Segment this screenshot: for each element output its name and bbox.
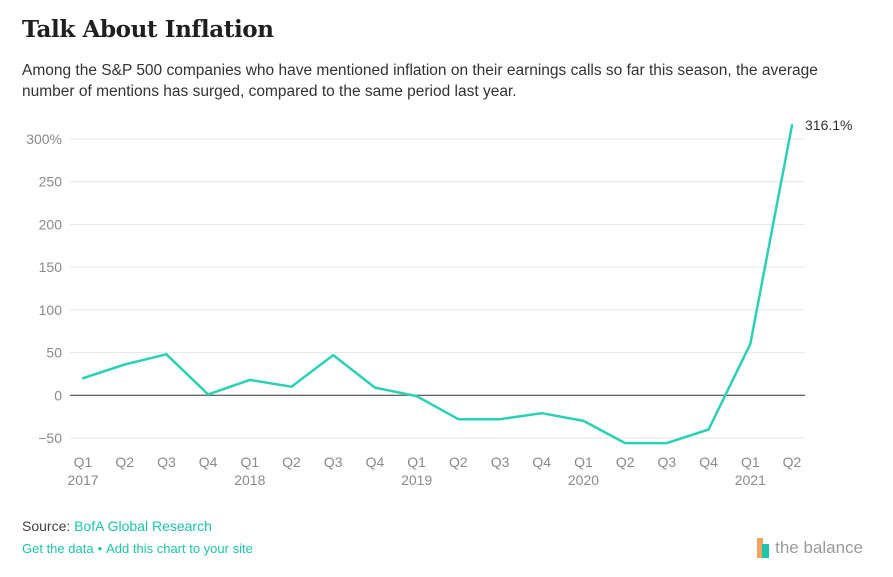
x-year-label: 2018 [234, 472, 265, 488]
brand-mark-icon [757, 538, 770, 558]
source-link[interactable]: BofA Global Research [74, 518, 212, 534]
get-data-link[interactable]: Get the data [22, 541, 94, 556]
y-tick-label: 0 [54, 387, 62, 403]
x-year-label: 2021 [735, 472, 766, 488]
x-tick-label: Q1 [741, 454, 760, 470]
y-tick-label: 200 [39, 216, 63, 232]
link-separator: • [97, 541, 103, 556]
y-tick-label: 250 [39, 174, 63, 190]
x-tick-label: Q2 [115, 454, 134, 470]
brand-name: the balance [775, 538, 863, 557]
x-tick-label: Q2 [616, 454, 635, 470]
x-tick-label: Q4 [366, 454, 385, 470]
x-tick-label: Q1 [574, 454, 593, 470]
line-chart: 300% 250 200 150 100 50 0 −50 Q1 Q2 Q3 Q4 Q1 Q2 Q3 Q4 Q1… [26, 117, 852, 488]
x-tick-label: Q4 [699, 454, 718, 470]
x-year-label: 2017 [67, 472, 98, 488]
x-tick-label: Q1 [407, 454, 426, 470]
x-tick-label: Q1 [240, 454, 259, 470]
x-tick-label: Q3 [491, 454, 510, 470]
x-year-label: 2020 [568, 472, 599, 488]
brand-logo: the balance [757, 538, 863, 558]
data-label-last: 316.1% [805, 117, 852, 133]
y-tick-label: −50 [38, 430, 62, 446]
x-year-label: 2019 [401, 472, 432, 488]
y-tick-label: 100 [39, 302, 63, 318]
x-tick-label: Q2 [783, 454, 802, 470]
x-tick-label: Q3 [324, 454, 343, 470]
chart-subtitle: Among the S&P 500 companies who have men… [22, 62, 818, 100]
source-prefix: Source: [22, 518, 75, 534]
chart-title: Talk About Inflation [22, 16, 274, 43]
x-tick-label: Q3 [658, 454, 677, 470]
x-tick-label: Q1 [74, 454, 93, 470]
x-tick-label: Q2 [282, 454, 301, 470]
x-tick-label: Q4 [199, 454, 218, 470]
x-tick-label: Q3 [157, 454, 176, 470]
source-line: Source: BofA Global Research [22, 518, 212, 534]
x-tick-label: Q2 [449, 454, 468, 470]
y-tick-label: 300% [26, 131, 62, 147]
footer-links: Get the data • Add this chart to your site [22, 541, 253, 556]
y-tick-label: 150 [39, 259, 63, 275]
add-chart-link[interactable]: Add this chart to your site [106, 541, 253, 556]
x-tick-label: Q4 [532, 454, 551, 470]
y-tick-label: 50 [46, 345, 62, 361]
series-line [81, 123, 794, 445]
